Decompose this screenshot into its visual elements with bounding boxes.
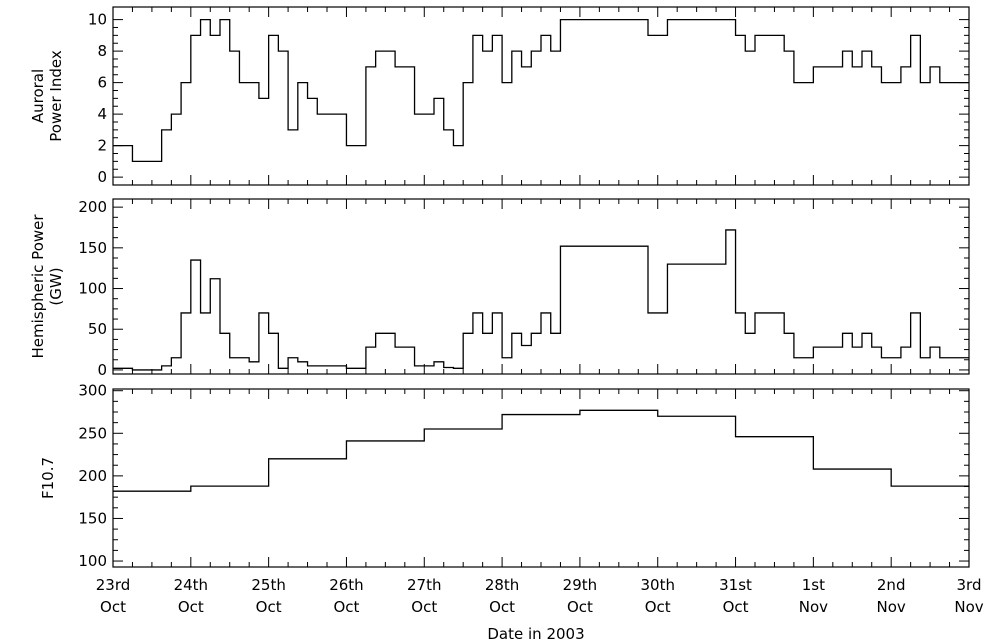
auroral-power-index-ytick-label: 4 bbox=[97, 105, 107, 123]
x-tick-label-month: Oct bbox=[411, 598, 437, 616]
auroral-power-index-ylabel: Auroral bbox=[29, 69, 47, 123]
x-axis-title: Date in 2003 bbox=[487, 625, 584, 643]
x-tick-label-month: Nov bbox=[954, 598, 983, 616]
x-tick-label-day: 29th bbox=[563, 576, 597, 594]
f107-ytick-label: 150 bbox=[78, 509, 107, 527]
x-tick-label-day: 30th bbox=[640, 576, 674, 594]
f107-frame bbox=[112, 388, 970, 568]
x-tick-label-month: Oct bbox=[567, 598, 593, 616]
hemispheric-power-ytick-label: 50 bbox=[88, 320, 107, 338]
f107-ytick-label: 300 bbox=[78, 382, 107, 400]
chart-panels: 0 2 4 6 8 10 Auroral Power Index 0 50 100 150 200 Hem… bbox=[29, 6, 970, 570]
hemispheric-power-ytick-label: 150 bbox=[78, 239, 107, 257]
auroral-power-index-ytick-label: 2 bbox=[97, 137, 107, 155]
auroral-power-index-series-line bbox=[113, 18, 969, 163]
auroral-power-index-ytick-label: 8 bbox=[97, 42, 107, 60]
hemispheric-power-ytick-label: 100 bbox=[78, 280, 107, 298]
x-tick-label-day: 2nd bbox=[877, 576, 906, 594]
f107-ytick-label: 200 bbox=[78, 467, 107, 485]
x-tick-label-day: 3rd bbox=[957, 576, 982, 594]
f107-panel: 100 150 200 250 300 F10.7 bbox=[39, 382, 970, 570]
hemispheric-power-ylabel: Hemispheric Power bbox=[29, 214, 47, 359]
hemispheric-power-panel: 0 50 100 150 200 Hemispheric Power (GW) bbox=[29, 198, 970, 379]
x-tick-label-month: Oct bbox=[489, 598, 515, 616]
x-tick-label-day: 1st bbox=[802, 576, 825, 594]
auroral-power-index-ytick-label: 6 bbox=[97, 74, 107, 92]
f107-ytick-label: 250 bbox=[78, 424, 107, 442]
x-tick-label-month: Oct bbox=[256, 598, 282, 616]
auroral-power-index-ylabel: Power Index bbox=[47, 50, 65, 142]
x-tick-label-day: 31st bbox=[719, 576, 752, 594]
auroral-power-index-frame bbox=[112, 6, 970, 186]
x-tick-label-month: Nov bbox=[799, 598, 828, 616]
x-tick-label-day: 24th bbox=[174, 576, 208, 594]
hemispheric-power-series-line bbox=[113, 229, 969, 371]
x-tick-label-month: Oct bbox=[645, 598, 671, 616]
x-tick-label-month: Oct bbox=[100, 598, 126, 616]
x-tick-label-month: Nov bbox=[877, 598, 906, 616]
x-tick-label-month: Oct bbox=[333, 598, 359, 616]
hemispheric-power-ylabel: (GW) bbox=[47, 267, 65, 305]
x-tick-label-day: 23rd bbox=[96, 576, 131, 594]
x-tick-label-month: Oct bbox=[178, 598, 204, 616]
auroral-power-index-ytick-label: 0 bbox=[97, 168, 107, 186]
hemispheric-power-ytick-label: 200 bbox=[78, 198, 107, 216]
x-tick-label-day: 25th bbox=[251, 576, 285, 594]
auroral-power-index-panel: 0 2 4 6 8 10 Auroral Power Index bbox=[29, 6, 970, 186]
f107-ylabel: F10.7 bbox=[39, 457, 57, 499]
f107-series-line bbox=[113, 409, 969, 492]
x-axis-tick-labels: 23rd Oct 24th Oct 25th Oct 26th Oct 27th Oct 28th O… bbox=[96, 576, 984, 616]
x-tick-label-day: 28th bbox=[485, 576, 519, 594]
f107-ytick-label: 100 bbox=[78, 552, 107, 570]
x-tick-label-day: 26th bbox=[329, 576, 363, 594]
auroral-power-index-ytick-label: 10 bbox=[88, 11, 107, 29]
x-tick-label-day: 27th bbox=[407, 576, 441, 594]
x-tick-label-month: Oct bbox=[723, 598, 749, 616]
hemispheric-power-ytick-label: 0 bbox=[97, 361, 107, 379]
